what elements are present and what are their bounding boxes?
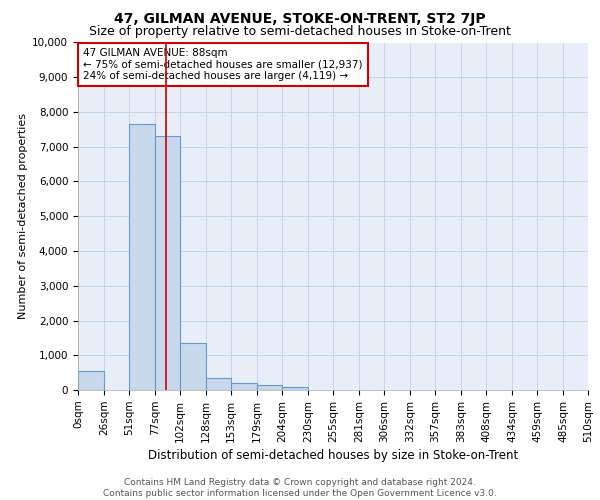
Bar [206,378,231,390]
X-axis label: Distribution of semi-detached houses by size in Stoke-on-Trent: Distribution of semi-detached houses by … [148,449,518,462]
Y-axis label: Number of semi-detached properties: Number of semi-detached properties [18,114,28,320]
Text: Contains HM Land Registry data © Crown copyright and database right 2024.
Contai: Contains HM Land Registry data © Crown c… [103,478,497,498]
Bar [155,136,180,390]
Bar [78,371,104,390]
Text: Size of property relative to semi-detached houses in Stoke-on-Trent: Size of property relative to semi-detach… [89,25,511,38]
Bar [282,386,308,390]
Bar [180,343,206,390]
Text: 47, GILMAN AVENUE, STOKE-ON-TRENT, ST2 7JP: 47, GILMAN AVENUE, STOKE-ON-TRENT, ST2 7… [114,12,486,26]
Bar [257,385,282,390]
Bar [231,383,257,390]
Text: 47 GILMAN AVENUE: 88sqm
← 75% of semi-detached houses are smaller (12,937)
24% o: 47 GILMAN AVENUE: 88sqm ← 75% of semi-de… [83,48,362,81]
Bar [129,124,155,390]
